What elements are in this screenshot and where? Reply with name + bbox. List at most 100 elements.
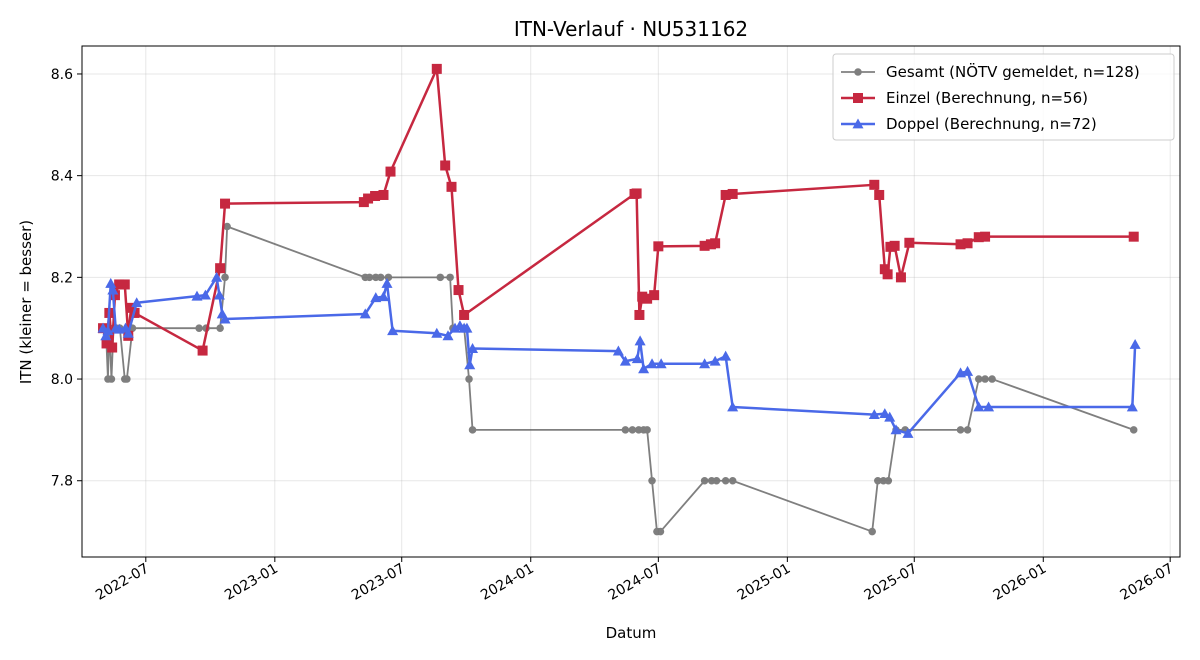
- data-point: [381, 277, 393, 288]
- data-point: [699, 358, 711, 369]
- data-point: [983, 401, 995, 412]
- data-point: [974, 375, 983, 383]
- x-tick-label: 2025-01: [735, 561, 794, 604]
- data-point: [376, 273, 385, 282]
- data-point: [213, 289, 225, 300]
- data-point: [868, 409, 880, 420]
- data-point: [634, 309, 645, 320]
- data-point: [619, 355, 631, 366]
- data-point: [981, 375, 989, 383]
- y-tick-label: 8.6: [51, 67, 73, 83]
- data-point: [884, 411, 896, 422]
- data-point: [449, 322, 461, 333]
- data-point: [884, 476, 893, 485]
- data-point: [468, 426, 477, 434]
- legend-marker: [854, 68, 862, 76]
- data-point: [385, 166, 396, 177]
- data-point: [123, 375, 131, 383]
- data-point: [956, 426, 965, 434]
- data-point: [621, 426, 630, 434]
- data-point: [890, 424, 902, 435]
- data-point: [962, 365, 974, 376]
- data-point: [895, 272, 906, 283]
- data-point: [440, 160, 451, 171]
- data-point: [988, 375, 996, 383]
- series-triangle: [97, 271, 1141, 438]
- data-point: [973, 232, 984, 243]
- data-point: [882, 269, 893, 280]
- data-point: [889, 240, 900, 251]
- data-point: [710, 238, 721, 249]
- x-tick-label: 2023-01: [222, 561, 281, 604]
- x-tick-label: 2024-07: [606, 561, 665, 604]
- data-point: [638, 363, 650, 374]
- data-point: [105, 277, 117, 288]
- data-point: [431, 63, 442, 74]
- series-circle: [99, 222, 1138, 536]
- data-point: [122, 327, 134, 338]
- data-point: [712, 476, 721, 485]
- data-point: [197, 345, 208, 356]
- x-tick-label: 2025-07: [862, 561, 921, 604]
- data-point: [221, 273, 229, 282]
- data-point: [649, 290, 660, 301]
- data-point: [370, 292, 382, 303]
- x-tick-label: 2023-07: [349, 561, 408, 604]
- data-point: [453, 285, 464, 296]
- data-point: [874, 476, 882, 485]
- plot-frame: [81, 45, 1181, 558]
- x-tick-label: 2026-01: [991, 561, 1050, 604]
- data-point: [980, 231, 991, 242]
- data-point: [459, 309, 470, 320]
- data-point: [464, 359, 476, 370]
- legend-label: Gesamt (NÖTV gemeldet, n=128): [886, 62, 1140, 81]
- data-point: [631, 353, 643, 364]
- data-point: [436, 273, 445, 282]
- legend-item: [841, 93, 875, 103]
- y-tick-label: 8.2: [51, 270, 73, 286]
- data-point: [628, 426, 637, 434]
- legend-marker: [853, 93, 863, 103]
- x-tick-label: 2024-01: [478, 561, 537, 604]
- data-point: [721, 476, 730, 485]
- axis-ticks: 2022-07 2023-01 2023-07 2024-01 2024-07 2025-…: [51, 67, 1176, 604]
- data-point: [387, 325, 399, 336]
- data-point: [700, 476, 709, 485]
- data-point: [384, 273, 393, 282]
- data-point: [1129, 338, 1141, 349]
- x-tick-label: 2022-07: [93, 561, 152, 604]
- data-point: [363, 193, 374, 204]
- data-point: [446, 273, 454, 282]
- x-axis-label: Datum: [606, 624, 657, 642]
- data-point: [1126, 401, 1138, 412]
- data-point: [199, 289, 211, 300]
- data-point: [109, 290, 120, 301]
- data-point: [1129, 426, 1138, 434]
- data-point: [359, 308, 371, 319]
- legend-item: [841, 118, 875, 129]
- data-point: [904, 237, 915, 248]
- data-point: [634, 335, 646, 346]
- data-point: [720, 350, 732, 361]
- legend-label: Einzel (Berechnung, n=56): [886, 89, 1088, 107]
- legend-item: [841, 68, 875, 76]
- data-point: [370, 190, 381, 201]
- data-point: [699, 240, 710, 251]
- data-point: [220, 198, 231, 209]
- data-point: [1128, 231, 1139, 242]
- legend-marker: [852, 118, 864, 129]
- y-tick-label: 8.0: [51, 372, 73, 388]
- data-point: [727, 188, 738, 199]
- data-point: [431, 327, 443, 338]
- data-point: [100, 330, 112, 341]
- data-point: [973, 401, 985, 412]
- data-point: [962, 238, 973, 249]
- data-point: [126, 302, 137, 313]
- data-point: [467, 343, 479, 353]
- data-point: [461, 322, 473, 333]
- data-point: [653, 241, 664, 252]
- data-point: [377, 291, 390, 302]
- data-point: [378, 189, 389, 200]
- legend: Gesamt (NÖTV gemeldet, n=128) Einzel (Ber…: [832, 53, 1175, 141]
- data-point: [365, 273, 374, 282]
